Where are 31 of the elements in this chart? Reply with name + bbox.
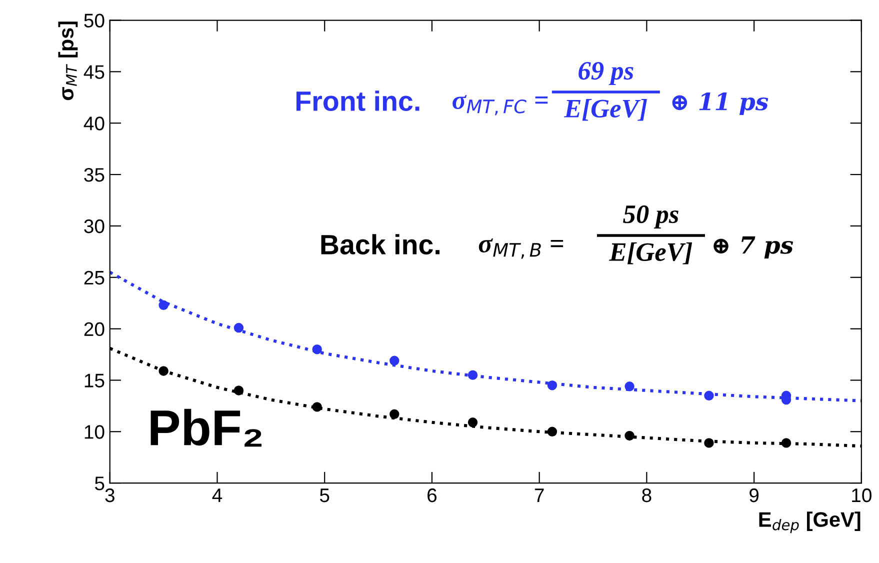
y-tick-label: 15 <box>84 374 104 388</box>
x-tick-label: 9 <box>750 488 759 502</box>
y-tick-label: 40 <box>84 116 104 130</box>
y-tick-label: 10 <box>84 425 104 439</box>
x-tick-label: 10 <box>852 488 872 502</box>
y-tick-label: 45 <box>84 65 104 79</box>
annotation: PbF₂ <box>150 408 262 447</box>
annotation: ⊕ 7 ps <box>714 236 794 258</box>
y-tick-label: 5 <box>94 476 104 490</box>
y-axis-title: σ$_{MT}$ [ps] <box>58 22 78 100</box>
annotation: E[GeV] <box>609 242 692 264</box>
x-tick-label: 5 <box>320 488 330 502</box>
y-tick-label: 35 <box>84 168 104 182</box>
y-tick-label: 30 <box>84 219 104 234</box>
x-tick-label: 6 <box>428 488 437 502</box>
y-tick-label: 50 <box>84 14 104 28</box>
annotation: Front inc. <box>296 90 420 112</box>
y-tick-label: 20 <box>84 322 104 336</box>
x-tick-label: 4 <box>212 488 222 502</box>
annotation: 50 ps <box>623 205 678 229</box>
annotation: σ$_{MT,FC}$ = <box>452 94 548 116</box>
x-tick-label: 8 <box>642 488 652 502</box>
annotation: Back inc. <box>321 234 440 254</box>
y-tick-label: 25 <box>84 270 104 285</box>
x-tick-label: 3 <box>105 488 114 502</box>
x-axis-title: E$_{dep}$ [GeV] <box>759 512 860 534</box>
annotation: 69 ps <box>578 62 634 86</box>
annotation: σ$_{MT,B}$ = <box>478 238 564 259</box>
annotation: ⊕ 11 ps <box>672 92 768 115</box>
annotation: E[GeV] <box>564 98 647 121</box>
x-tick-label: 7 <box>534 488 544 502</box>
